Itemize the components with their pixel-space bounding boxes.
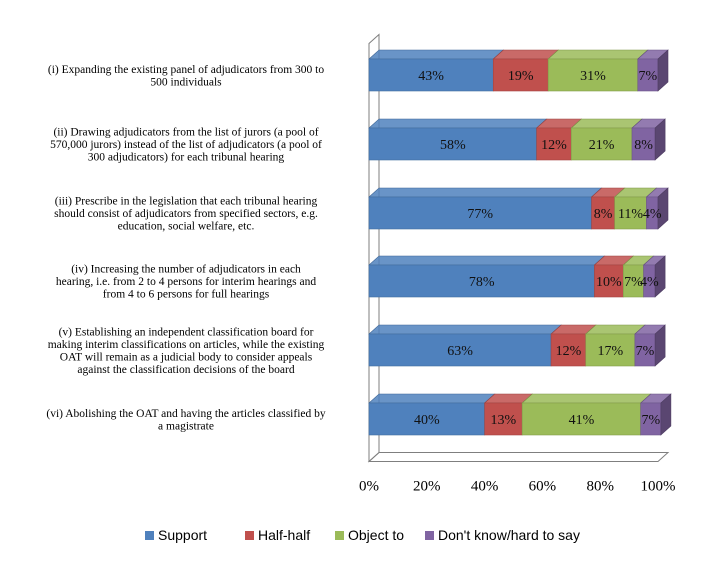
legend-label: Half-half	[258, 527, 310, 543]
x-axis-ticks: 0% 20% 40% 60% 80% 100%	[359, 479, 676, 495]
bar-segment-object-to-3	[613, 187, 658, 230]
bar-segment-half-half-3	[590, 187, 626, 230]
x-tick-label: 60%	[529, 479, 557, 495]
legend-swatch	[335, 531, 344, 540]
legend-label: Support	[158, 527, 207, 543]
bar-segment-don-t-know-hard-to-say-1	[636, 49, 669, 92]
data-label: 8%	[594, 207, 613, 222]
bar-segment-object-to-1	[547, 49, 649, 92]
legend-item-half-half: Half-half	[245, 527, 310, 543]
data-label: 31%	[580, 69, 606, 84]
bar-segment-half-half-6	[483, 393, 533, 436]
data-label: 21%	[589, 138, 615, 153]
data-label: 77%	[467, 207, 493, 222]
bar-segment-don-t-know-hard-to-say-2	[631, 118, 666, 161]
legend-swatch	[425, 531, 434, 540]
bar-segment-support-3	[368, 187, 603, 230]
data-label: 58%	[440, 138, 466, 153]
category-label-5: (v) Establishing an independent classifi…	[48, 326, 325, 376]
category-label-3: (iii) Prescribe in the legislation that …	[54, 196, 318, 233]
data-label: 17%	[597, 344, 623, 359]
legend-swatch	[245, 531, 254, 540]
x-tick-label: 0%	[359, 479, 379, 495]
bar-segment-object-to-6	[521, 393, 652, 436]
data-label: 12%	[541, 138, 567, 153]
bar-segment-don-t-know-hard-to-say-5	[634, 324, 666, 367]
bar-segment-don-t-know-hard-to-say-6	[639, 393, 672, 436]
category-label-4: (iv) Increasing the number of adjudicato…	[56, 264, 317, 301]
chart-axes	[367, 33, 670, 463]
bar-segment-object-to-2	[570, 118, 643, 161]
category-label-2: (ii) Drawing adjudicators from the list …	[50, 127, 322, 164]
data-label: 7%	[624, 275, 643, 290]
x-tick-label: 80%	[586, 479, 614, 495]
legend-label: Don't know/hard to say	[438, 527, 580, 543]
data-label: 7%	[636, 344, 655, 359]
data-label: 19%	[508, 69, 534, 84]
legend-item-support: Support	[145, 527, 207, 543]
x-tick-label: 20%	[413, 479, 441, 495]
legend-label: Object to	[348, 527, 404, 543]
data-label: 12%	[556, 344, 582, 359]
x-tick-label: 100%	[641, 479, 676, 495]
bar-segment-object-to-5	[584, 324, 646, 367]
data-label: 10%	[596, 275, 622, 290]
legend-swatch	[145, 531, 154, 540]
bar-segment-half-half-2	[535, 118, 583, 161]
data-label: 8%	[634, 138, 653, 153]
data-label: 78%	[469, 275, 495, 290]
data-label: 4%	[643, 207, 662, 222]
bar-segment-support-4	[368, 255, 606, 298]
bar-segment-don-t-know-hard-to-say-4	[642, 255, 666, 298]
category-label-1: (i) Expanding the existing panel of adju…	[48, 64, 325, 89]
data-label: 7%	[641, 413, 660, 428]
bar-segment-half-half-4	[593, 255, 635, 298]
data-label: 41%	[569, 413, 595, 428]
x-tick-label: 40%	[471, 479, 499, 495]
bar-segment-don-t-know-hard-to-say-3	[645, 187, 669, 230]
bar-segment-support-6	[368, 393, 496, 436]
bar-segment-support-2	[368, 118, 548, 161]
data-label: 40%	[414, 413, 440, 428]
chart-bars: 43% 19% 31% 7%58% 12% 21% 8%77% 8% 11% 4%78% 10% 7%…	[368, 49, 672, 436]
legend-item-object-to: Object to	[335, 527, 404, 543]
data-label: 13%	[491, 413, 517, 428]
category-label-6: (vi) Abolishing the OAT and having the a…	[46, 408, 325, 433]
data-label: 4%	[640, 275, 659, 290]
legend-item-don-t-know-hard-to-say: Don't know/hard to say	[425, 527, 580, 543]
category-labels: (i) Expanding the existing panel of adju…	[46, 64, 325, 433]
data-label: 11%	[618, 207, 643, 222]
legend: Support Half-half Object to Don't know/hard…	[145, 527, 580, 543]
data-label: 7%	[639, 69, 658, 84]
x-axis-floor	[367, 452, 670, 462]
bar-segment-support-1	[368, 49, 505, 92]
bar-segment-support-5	[368, 324, 562, 367]
data-label: 43%	[418, 69, 444, 84]
data-label: 63%	[447, 344, 473, 359]
